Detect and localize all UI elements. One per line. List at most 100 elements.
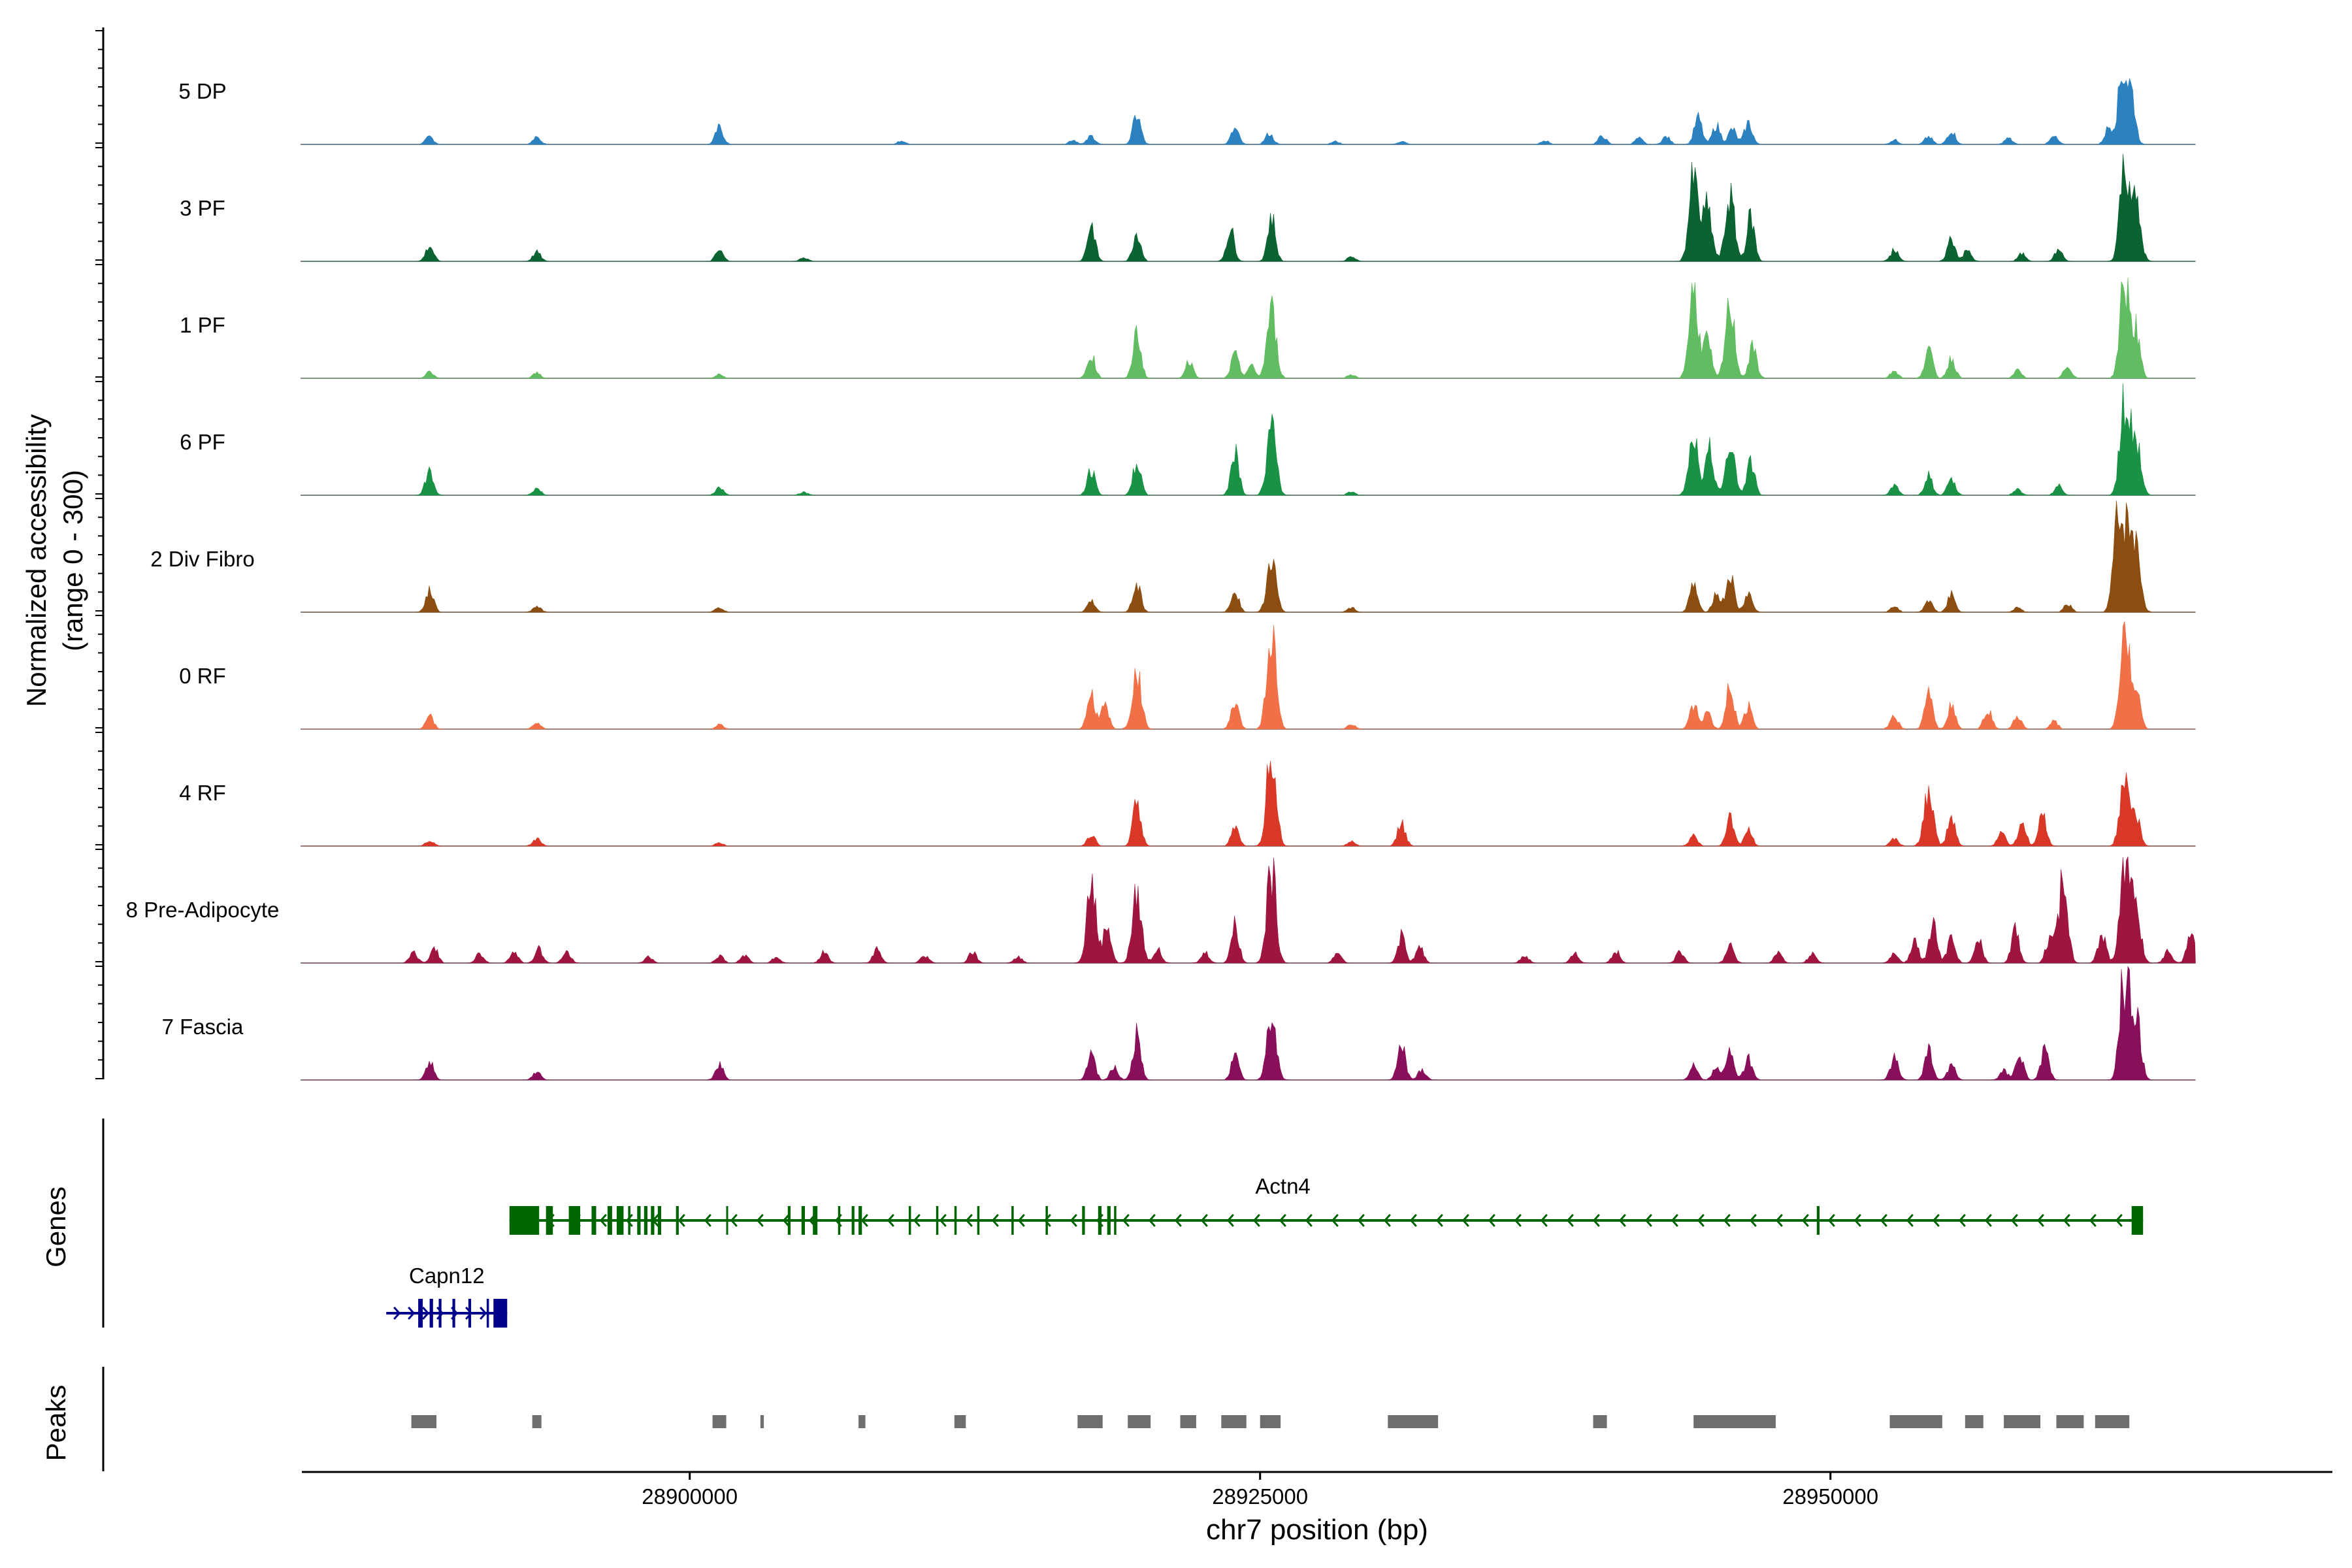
strand-arrow [1226,1214,1234,1227]
strand-arrow [625,1214,633,1227]
strand-arrow [1488,1214,1495,1227]
gene-exon [1045,1206,1048,1235]
strand-arrow [480,1307,487,1320]
strand-arrow [730,1214,738,1227]
gene-exon [813,1206,818,1235]
gene-exon [838,1206,841,1235]
genes-panel-label: Genes [41,1186,71,1267]
gene-exon [1816,1206,1820,1235]
peak-bar [1260,1415,1281,1428]
strand-arrow [599,1214,607,1227]
strand-arrow [1279,1214,1286,1227]
gene-exon [977,1206,980,1235]
strand-arrow [1331,1214,1339,1227]
strand-arrow [1514,1214,1522,1227]
track-label: 8 Pre-Adipocyte [126,898,280,922]
strand-arrow [678,1214,685,1227]
strand-arrow [1043,1214,1051,1227]
gene-exon [468,1299,472,1328]
strand-arrow [465,1307,473,1320]
gene-exon [858,1206,862,1235]
track-label: 2 Div Fibro [150,547,255,571]
gene-exon [637,1206,641,1235]
gene-exon [452,1299,455,1328]
y-axis-range-label: (range 0 - 300) [57,470,88,651]
strand-arrow [422,1307,430,1320]
strand-arrow [1801,1214,1809,1227]
gene-exon [1098,1206,1102,1235]
axes: Normalized accessibility (range 0 - 300)… [21,27,2332,1546]
gene-exon [801,1206,805,1235]
strand-arrow [1409,1214,1417,1227]
gene-exon [591,1206,596,1235]
peaks-panel-label: Peaks [41,1385,71,1462]
strand-arrow [939,1214,947,1227]
gene-exon [851,1206,855,1235]
coverage-area [302,857,2196,964]
strand-arrow [756,1214,764,1227]
gene-exon [429,1299,433,1328]
strand-arrow [1827,1214,1835,1227]
gene-label: Actn4 [1255,1174,1310,1198]
peak-bar [532,1415,542,1428]
peak-bar [1889,1415,1942,1428]
coverage-area [302,500,2196,613]
strand-arrow [1723,1214,1731,1227]
peak-annotation [411,1415,2130,1428]
strand-arrow [1462,1214,1469,1227]
strand-arrow [2010,1214,2018,1227]
strand-arrow [1697,1214,1705,1227]
strand-arrow [1435,1214,1443,1227]
peak-bar [1693,1415,1776,1428]
track-label: 0 RF [179,664,226,688]
gene-exon [1114,1206,1117,1235]
coverage-area [302,154,2196,262]
coverage-tracks: 5 DP 3 PF 1 PF 6 PF 2 Div Fibro 0 RF 4 RF 8 Pre… [126,78,2196,1081]
gene-exon [568,1206,581,1235]
coverage-area [302,277,2196,379]
strand-arrow [782,1214,790,1227]
gene-exon [486,1299,489,1328]
peak-bar [2095,1415,2130,1428]
peak-bar [2004,1415,2040,1428]
gene-exon [2131,1206,2144,1235]
strand-arrow [1618,1214,1626,1227]
coverage-area [302,78,2196,145]
peak-bar [760,1415,764,1428]
strand-arrow [1958,1214,1966,1227]
strand-arrow [1070,1214,1077,1227]
strand-arrow [1017,1214,1025,1227]
strand-arrow [887,1214,894,1227]
gene-exon [493,1299,508,1328]
track-label: 6 PF [180,430,225,454]
gene-exon [628,1206,630,1235]
peak-bar [858,1415,866,1428]
gene-exon [651,1206,655,1235]
gene-exon [676,1206,679,1235]
x-axis-label: chr7 position (bp) [1206,1514,1428,1546]
x-tick-label: 28900000 [642,1484,738,1509]
strand-arrow [1984,1214,1992,1227]
strand-arrow [1305,1214,1313,1227]
gene-exon [1107,1206,1111,1235]
peak-bar [1388,1415,1439,1428]
strand-arrow [2063,1214,2070,1227]
strand-arrow [1932,1214,1940,1227]
strand-arrow [393,1307,401,1320]
track-label: 5 DP [178,79,226,103]
y-axis-label: Normalized accessibility [21,414,52,707]
peak-bar [2056,1415,2084,1428]
strand-arrow [1749,1214,1757,1227]
gene-exon [657,1206,661,1235]
gene-exon [1011,1206,1014,1235]
gene-exon [1082,1206,1085,1235]
strand-arrow [1148,1214,1156,1227]
strand-arrow [1200,1214,1208,1227]
strand-arrow [1252,1214,1260,1227]
strand-arrow [1540,1214,1548,1227]
peak-bar [1128,1415,1151,1428]
strand-arrow [1383,1214,1391,1227]
gene-exon [616,1206,624,1235]
gene-exon [726,1206,728,1235]
gene-exon [438,1299,442,1328]
